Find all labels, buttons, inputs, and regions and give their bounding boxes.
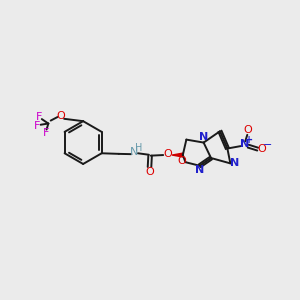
Text: O: O <box>57 111 65 121</box>
Text: −: − <box>262 140 272 150</box>
Text: N: N <box>240 139 249 149</box>
Polygon shape <box>172 153 183 157</box>
Text: F: F <box>34 121 40 131</box>
Text: O: O <box>164 149 172 160</box>
Text: N: N <box>230 158 240 168</box>
Text: O: O <box>177 156 186 166</box>
Text: N: N <box>195 165 204 175</box>
Text: O: O <box>258 143 266 154</box>
Text: O: O <box>244 125 253 135</box>
Text: F: F <box>36 112 42 122</box>
Text: H: H <box>135 143 142 153</box>
Text: F: F <box>43 128 49 138</box>
Text: O: O <box>145 167 154 177</box>
Text: N: N <box>130 147 139 157</box>
Text: +: + <box>245 135 253 145</box>
Text: N: N <box>199 132 208 142</box>
